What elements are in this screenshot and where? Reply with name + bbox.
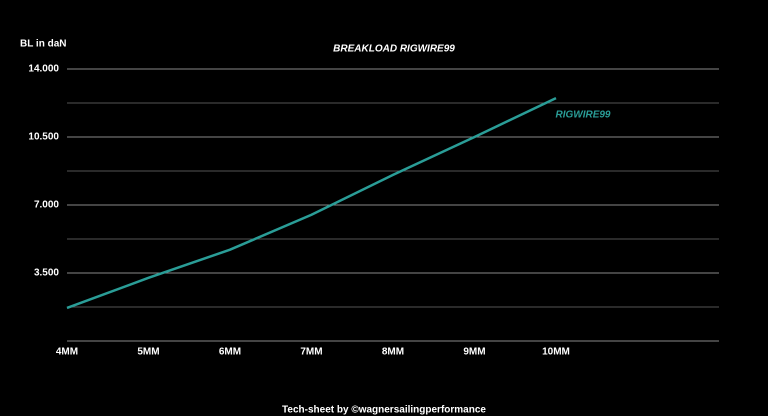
x-tick-label: 5MM	[137, 347, 159, 358]
y-tick-label: 14.000	[28, 64, 59, 75]
x-tick-label: 9MM	[463, 347, 485, 358]
footer: Tech-sheet by ©wagnersailingperformance	[282, 405, 486, 416]
x-tick-label: 6MM	[219, 347, 241, 358]
line-series	[66, 97, 557, 310]
x-tick-label: 7MM	[300, 347, 322, 358]
x-tick-label: 10MM	[542, 347, 570, 358]
x-tick-label: 8MM	[382, 347, 404, 358]
y-tick-label: 7.000	[34, 200, 59, 211]
y-tick-label: 10.500	[28, 132, 59, 143]
x-tick-label: 4MM	[56, 347, 78, 358]
chart-title: BREAKLOAD RIGWIRE99	[333, 44, 455, 55]
y-axis-label: BL in daN	[20, 39, 66, 50]
y-tick-label: 3.500	[34, 268, 59, 279]
annotation: RIGWIRE99	[555, 110, 610, 121]
